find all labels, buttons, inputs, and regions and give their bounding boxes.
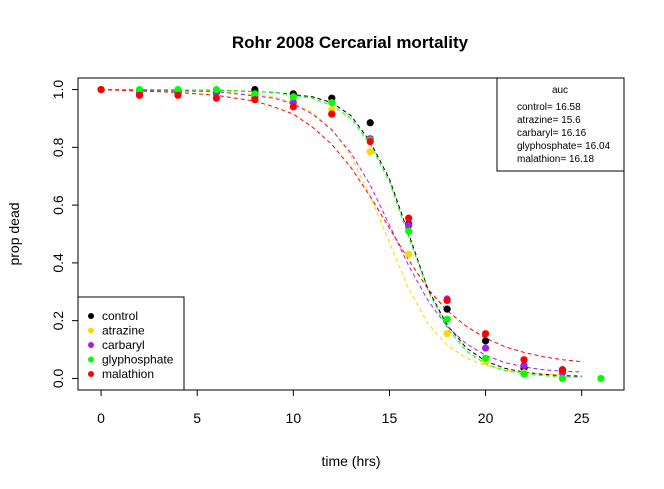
data-point-control <box>481 337 490 345</box>
data-point-atrazine <box>366 148 374 156</box>
x-tick-label: 25 <box>574 410 590 426</box>
y-tick-label: 0.8 <box>50 137 66 157</box>
data-point-control <box>443 305 451 313</box>
data-point-carbaryl <box>481 344 490 352</box>
data-point-malathion <box>558 366 567 374</box>
data-point-malathion <box>251 96 259 104</box>
x-tick-label: 0 <box>97 410 105 426</box>
data-point-glyphosphate <box>251 90 259 98</box>
data-point-carbaryl <box>520 361 528 370</box>
legend-swatch-malathion <box>88 371 94 377</box>
auc-entry: carbaryl= 16.16 <box>517 128 587 139</box>
data-point-glyphosphate <box>212 85 221 94</box>
y-axis: 0.0 0.2 0.4 0.6 0.8 1.0 <box>50 80 78 389</box>
data-point-malathion <box>443 296 451 305</box>
legend: controlatrazinecarbarylglyphosphatemalat… <box>77 296 185 391</box>
data-points <box>97 85 605 383</box>
y-tick-label: 0.6 <box>50 195 66 215</box>
data-point-malathion <box>97 85 105 94</box>
data-point-glyphosphate <box>597 374 605 383</box>
x-axis: 0 5 10 15 20 25 <box>97 390 590 426</box>
legend-label-carbaryl: carbaryl <box>102 338 145 352</box>
data-point-malathion <box>135 91 144 99</box>
data-point-glyphosphate <box>328 98 336 107</box>
data-point-atrazine <box>443 330 451 338</box>
x-tick-label: 5 <box>193 410 201 426</box>
data-point-atrazine <box>405 250 413 258</box>
data-point-malathion <box>520 356 528 364</box>
data-point-malathion <box>481 330 490 338</box>
data-point-glyphosphate <box>558 374 567 383</box>
fit-line-malathion <box>101 89 582 363</box>
data-point-glyphosphate <box>520 370 528 378</box>
legend-swatch-atrazine <box>88 327 94 334</box>
data-point-glyphosphate <box>405 227 413 235</box>
legend-label-glyphosphate: glyphosphate <box>102 353 174 367</box>
data-point-glyphosphate <box>443 315 451 323</box>
chart-title: Rohr 2008 Cercarial mortality <box>232 33 469 52</box>
auc-title: auc <box>552 85 568 96</box>
data-point-glyphosphate <box>481 354 490 362</box>
x-tick-label: 15 <box>382 410 398 426</box>
y-tick-label: 0.2 <box>50 311 66 331</box>
auc-entry: atrazine= 15.6 <box>517 115 581 126</box>
legend-label-control: control <box>102 309 138 323</box>
auc-entry: control= 16.58 <box>517 102 581 113</box>
data-point-malathion <box>405 214 413 222</box>
data-point-malathion <box>366 137 374 146</box>
legend-box <box>77 296 185 391</box>
y-axis-label: prop dead <box>6 202 22 265</box>
auc-box-frame <box>496 77 625 172</box>
data-point-malathion <box>212 94 221 102</box>
data-point-malathion <box>174 91 182 99</box>
legend-swatch-glyphosphate <box>88 356 94 363</box>
legend-label-atrazine: atrazine <box>102 324 145 338</box>
data-point-carbaryl <box>405 221 413 229</box>
x-tick-label: 10 <box>286 410 302 426</box>
y-tick-label: 0.0 <box>50 369 66 389</box>
x-tick-label: 20 <box>478 410 494 426</box>
data-point-control <box>366 119 374 127</box>
legend-label-malathion: malathion <box>102 367 154 381</box>
x-axis-label: time (hrs) <box>321 453 380 469</box>
auc-box: auc control= 16.58 atrazine= 15.6 carbaryl… <box>496 77 625 172</box>
y-tick-label: 0.4 <box>50 253 66 273</box>
legend-swatch-control <box>88 313 94 319</box>
data-point-glyphosphate <box>174 85 182 94</box>
data-point-malathion <box>328 110 336 118</box>
data-point-glyphosphate <box>289 93 297 101</box>
legend-swatch-carbaryl <box>88 342 94 348</box>
y-tick-label: 1.0 <box>50 80 66 100</box>
auc-entry: malathion= 16.18 <box>517 154 594 165</box>
auc-entry: glyphosphate= 16.04 <box>517 141 611 152</box>
data-point-glyphosphate <box>135 85 144 94</box>
data-point-malathion <box>289 103 297 111</box>
plot-frame <box>77 77 625 391</box>
